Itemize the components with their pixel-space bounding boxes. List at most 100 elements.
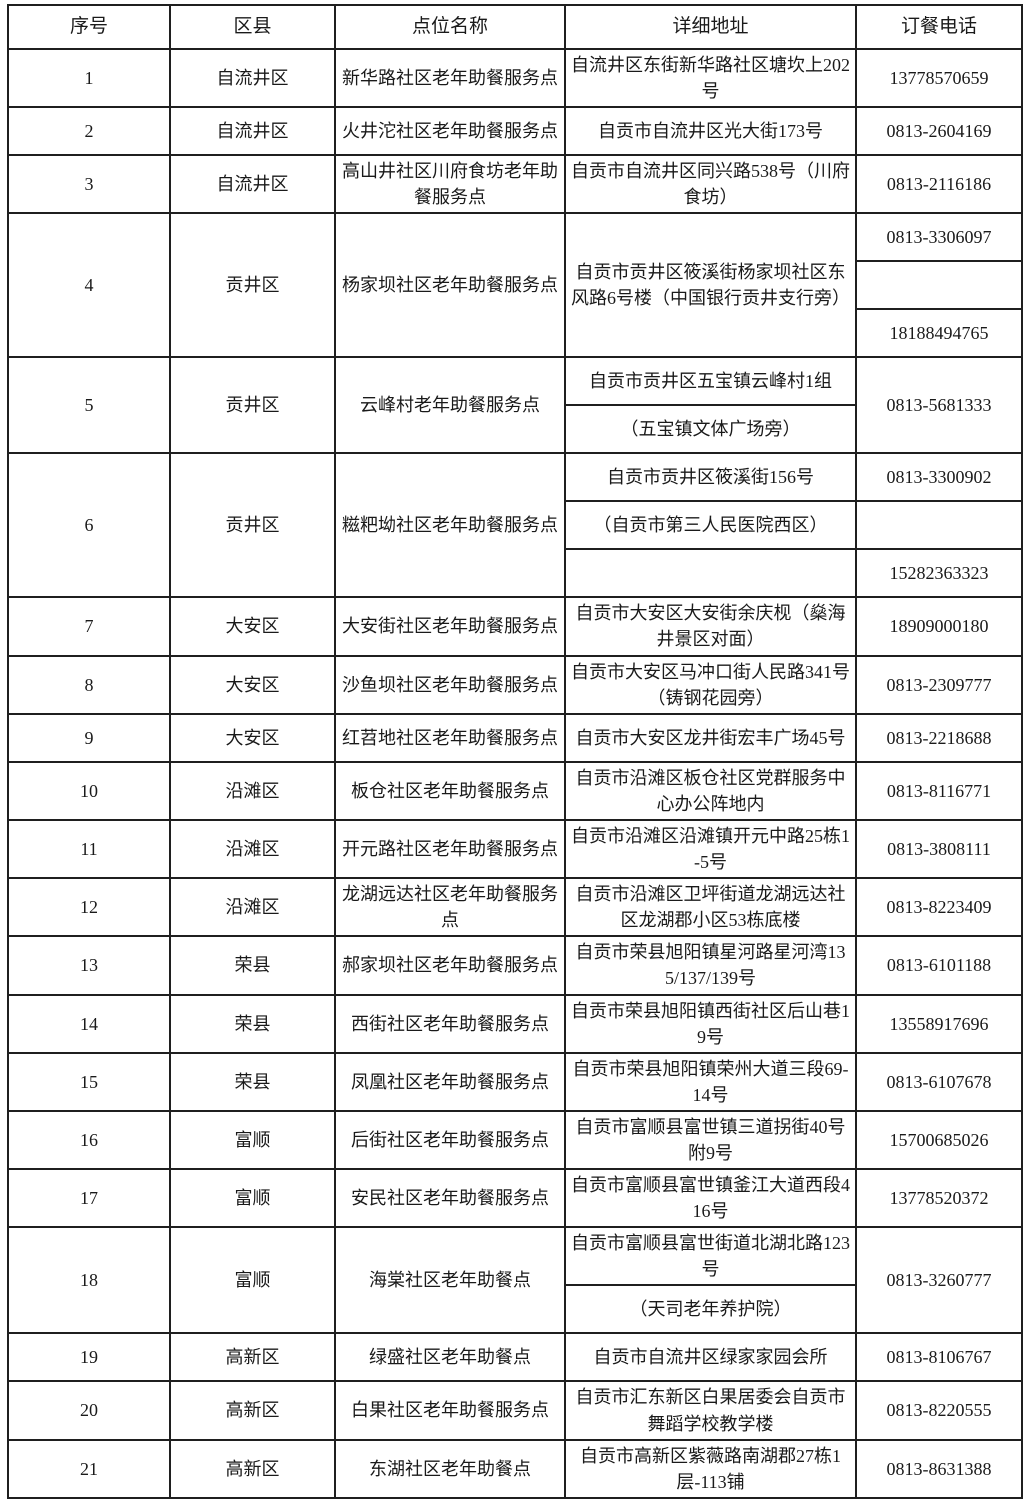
table-row: 19 高新区 绿盛社区老年助餐点 自贡市自流井区绿家家园会所 0813-8106767 [7, 1332, 1023, 1383]
cell-name: 新华路社区老年助餐服务点 [334, 47, 566, 109]
cell-name: 后街社区老年助餐服务点 [334, 1109, 566, 1171]
points-table: 序号 区县 点位名称 详细地址 订餐电话 1 自流井区 新华路社区老年助餐服务点 自流… [7, 4, 1023, 1499]
cell-phone [855, 260, 1023, 311]
cell-phone: 0813-3306097 [855, 212, 1023, 263]
cell-phone: 18188494765 [855, 308, 1023, 359]
cell-district: 富顺 [169, 1109, 336, 1171]
cell-district: 贡井区 [169, 212, 336, 359]
cell-address: 自贡市贡井区筱溪街杨家坝社区东风路6号楼（中国银行贡井支行旁） [564, 212, 857, 359]
cell-index: 13 [7, 935, 171, 996]
cell-address: 自贡市沿滩区板仓社区党群服务中心办公阵地内 [564, 760, 857, 821]
cell-index: 3 [7, 154, 171, 215]
cell-phone: 0813-8220555 [855, 1380, 1023, 1441]
cell-phone: 0813-8631388 [855, 1438, 1023, 1499]
cell-address: 自贡市自流井区绿家家园会所 [564, 1332, 857, 1383]
cell-address: 自贡市沿滩区卫坪街道龙湖远达社区龙湖郡小区53栋底楼 [564, 877, 857, 938]
cell-index: 2 [7, 106, 171, 157]
cell-name: 红苕地社区老年助餐服务点 [334, 712, 566, 763]
cell-district: 富顺 [169, 1168, 336, 1229]
cell-phone: 0813-2604169 [855, 106, 1023, 157]
cell-address: 自贡市富顺县富世镇三道拐街40号附9号 [564, 1109, 857, 1171]
cell-phone: 0813-2116186 [855, 154, 1023, 215]
cell-phone: 0813-3260777 [855, 1226, 1023, 1335]
cell-district: 大安区 [169, 654, 336, 715]
cell-phone: 0813-6101188 [855, 935, 1023, 996]
cell-address [564, 548, 857, 599]
cell-address: 自贡市自流井区光大街173号 [564, 106, 857, 157]
cell-index: 11 [7, 818, 171, 880]
cell-address: 自贡市荣县旭阳镇星河路星河湾135/137/139号 [564, 935, 857, 996]
cell-phone: 0813-8223409 [855, 877, 1023, 938]
cell-address: （天司老年养护院） [564, 1284, 857, 1335]
col-header-index: 序号 [7, 4, 171, 50]
cell-address: 自贡市富顺县富世街道北湖北路123号 [564, 1226, 857, 1287]
cell-index: 5 [7, 356, 171, 455]
cell-index: 1 [7, 47, 171, 109]
cell-district: 荣县 [169, 935, 336, 996]
cell-district: 荣县 [169, 1051, 336, 1112]
cell-address: 自贡市贡井区五宝镇云峰村1组 [564, 356, 857, 407]
table-row: 5 贡井区 云峰村老年助餐服务点 自贡市贡井区五宝镇云峰村1组 0813-5681333 [7, 356, 1023, 455]
cell-address: （自贡市第三人民医院西区） [564, 500, 857, 551]
cell-phone: 0813-3300902 [855, 452, 1023, 503]
cell-address: 自贡市富顺县富世镇釜江大道西段416号 [564, 1168, 857, 1229]
table-row: 12 沿滩区 龙湖远达社区老年助餐服务点 自贡市沿滩区卫坪街道龙湖远达社区龙湖郡小区5… [7, 877, 1023, 938]
table-header-row: 序号 区县 点位名称 详细地址 订餐电话 [7, 4, 1023, 50]
cell-index: 12 [7, 877, 171, 938]
cell-district: 沿滩区 [169, 877, 336, 938]
cell-phone: 0813-5681333 [855, 356, 1023, 455]
cell-district: 自流井区 [169, 47, 336, 109]
table-row: （自贡市第三人民医院西区） [8, 500, 1023, 551]
cell-address: 自贡市沿滩区沿滩镇开元中路25栋1-5号 [564, 818, 857, 880]
cell-phone: 0813-3808111 [855, 818, 1023, 880]
table-row: 2 自流井区 火井沱社区老年助餐服务点 自贡市自流井区光大街173号 0813-2604… [7, 106, 1023, 157]
table-row: 10 沿滩区 板仓社区老年助餐服务点 自贡市沿滩区板仓社区党群服务中心办公阵地内 081… [7, 760, 1023, 821]
cell-index: 4 [7, 212, 171, 359]
table-row: 18 富顺 海棠社区老年助餐点 自贡市富顺县富世街道北湖北路123号 0813-3260… [7, 1226, 1023, 1335]
col-header-phone: 订餐电话 [855, 4, 1023, 50]
table-row: 7 大安区 大安街社区老年助餐服务点 自贡市大安区大安街余庆枧（燊海井景区对面） 189… [7, 596, 1023, 657]
cell-phone: 18909000180 [855, 596, 1023, 657]
table-row: 15282363323 [8, 548, 1023, 599]
cell-phone: 0813-8106767 [855, 1332, 1023, 1383]
cell-district: 大安区 [169, 596, 336, 657]
cell-phone: 0813-6107678 [855, 1051, 1023, 1112]
cell-name: 沙鱼坝社区老年助餐服务点 [334, 654, 566, 715]
cell-address: 自贡市大安区大安街余庆枧（燊海井景区对面） [564, 596, 857, 657]
cell-phone: 13778520372 [855, 1168, 1023, 1229]
col-header-name: 点位名称 [334, 4, 566, 50]
cell-name: 凤凰社区老年助餐服务点 [334, 1051, 566, 1112]
cell-address: 自贡市大安区龙井街宏丰广场45号 [564, 712, 857, 763]
cell-name: 东湖社区老年助餐点 [334, 1438, 566, 1499]
cell-district: 荣县 [169, 993, 336, 1054]
table-row: 16 富顺 后街社区老年助餐服务点 自贡市富顺县富世镇三道拐街40号附9号 157006… [7, 1109, 1023, 1171]
cell-index: 9 [7, 712, 171, 763]
cell-name: 西街社区老年助餐服务点 [334, 993, 566, 1054]
table-row: 13 荣县 郝家坝社区老年助餐服务点 自贡市荣县旭阳镇星河路星河湾135/137/13… [7, 935, 1023, 996]
table-row: 18188494765 [8, 308, 1023, 359]
cell-phone: 0813-2218688 [855, 712, 1023, 763]
cell-district: 沿滩区 [169, 760, 336, 821]
table-row: 14 荣县 西街社区老年助餐服务点 自贡市荣县旭阳镇西街社区后山巷19号 1355891… [7, 993, 1023, 1054]
cell-index: 15 [7, 1051, 171, 1112]
cell-name: 绿盛社区老年助餐点 [334, 1332, 566, 1383]
cell-district: 贡井区 [169, 356, 336, 455]
table-row: 15 荣县 凤凰社区老年助餐服务点 自贡市荣县旭阳镇荣州大道三段69-14号 0813-… [7, 1051, 1023, 1112]
cell-name: 杨家坝社区老年助餐服务点 [334, 212, 566, 359]
table-row: 6 贡井区 糍粑坳社区老年助餐服务点 自贡市贡井区筱溪街156号 0813-330090… [7, 452, 1023, 599]
cell-name: 郝家坝社区老年助餐服务点 [334, 935, 566, 996]
cell-index: 8 [7, 654, 171, 715]
cell-address: 自贡市荣县旭阳镇西街社区后山巷19号 [564, 993, 857, 1054]
cell-index: 14 [7, 993, 171, 1054]
cell-phone: 0813-8116771 [855, 760, 1023, 821]
cell-name: 板仓社区老年助餐服务点 [334, 760, 566, 821]
cell-name: 火井沱社区老年助餐服务点 [334, 106, 566, 157]
cell-index: 19 [7, 1332, 171, 1383]
cell-index: 16 [7, 1109, 171, 1171]
table-row: 17 富顺 安民社区老年助餐服务点 自贡市富顺县富世镇釜江大道西段416号 137785… [7, 1168, 1023, 1229]
cell-index: 10 [7, 760, 171, 821]
cell-phone: 0813-2309777 [855, 654, 1023, 715]
table-row: 3 自流井区 高山井社区川府食坊老年助餐服务点 自贡市自流井区同兴路538号（川府食坊… [7, 154, 1023, 215]
cell-district: 富顺 [169, 1226, 336, 1335]
cell-address: 自贡市大安区马冲口街人民路341号（铸钢花园旁） [564, 654, 857, 715]
